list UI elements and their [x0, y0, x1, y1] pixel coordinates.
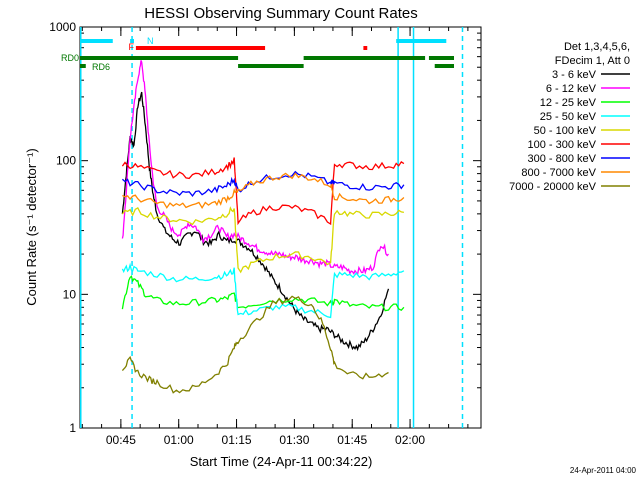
legend-entry-label: 3 - 6 keV: [552, 69, 597, 81]
legend-entry-label: 12 - 25 keV: [540, 97, 597, 109]
chart-title: HESSI Observing Summary Count Rates: [144, 5, 417, 22]
legend-header-line-2: FDecim 1, Att 0: [555, 55, 630, 67]
plot-frame: [79, 26, 482, 429]
y-tick-label: 100: [56, 154, 76, 168]
legend-entry-label: 300 - 800 keV: [528, 153, 597, 165]
x-tick-label: 01:15: [222, 433, 252, 447]
x-axis-label: Start Time (24-Apr-11 00:34:22): [190, 454, 373, 469]
y-tick-label: 1: [69, 421, 76, 435]
indicator-label-rd0: RD0: [61, 53, 79, 63]
x-tick-label: 00:45: [106, 433, 136, 447]
series-line-50-100keV: [121, 206, 405, 274]
series-line-7000-20000keV: [121, 295, 389, 394]
generation-timestamp: 24-Apr-2011 04:00: [570, 466, 637, 475]
series-line-6-12keV: [121, 60, 389, 276]
series-line-800-7000keV: [122, 172, 405, 209]
y-tick-label: 1000: [49, 20, 76, 34]
legend-header-line-1: Det 1,3,4,5,6,: [564, 41, 630, 53]
series-group: [121, 60, 405, 394]
mode-lines-group: [80, 27, 464, 428]
series-line-12-25keV: [121, 275, 405, 312]
series-line-25-50keV: [121, 262, 405, 319]
indicator-label-rd6: RD6: [92, 62, 110, 72]
indicator-label-n: N: [147, 36, 154, 46]
y-axis-label: Count Rate (s⁻¹ detector⁻¹): [24, 148, 39, 306]
x-tick-label: 02:00: [395, 433, 425, 447]
legend-entry-label: 6 - 12 keV: [546, 83, 597, 95]
series-line-100-300keV: [121, 157, 405, 226]
series-line-3-6keV: [121, 91, 390, 352]
legend-entry-label: 25 - 50 keV: [540, 111, 597, 123]
x-tick-label: 01:30: [279, 433, 309, 447]
indicator-label-f: F: [129, 42, 135, 52]
legend-entry-label: 100 - 300 keV: [528, 139, 597, 151]
x-tick-label: 01:45: [337, 433, 367, 447]
x-tick-label: 01:00: [164, 433, 194, 447]
tick-group: 1 10 100 1000 00:45 01:00 01:15 01:30 01:45 02:00: [49, 20, 481, 447]
legend-entry-label: 800 - 7000 keV: [521, 167, 596, 179]
legend-entry-label: 50 - 100 keV: [534, 125, 597, 137]
indicator-group: N F RD0 RD6: [61, 36, 455, 72]
y-tick-label: 10: [63, 287, 77, 301]
legend-group: 3 - 6 keV 6 - 12 keV 12 - 25 keV 25 - 50 ke…: [509, 69, 630, 193]
legend-entry-label: 7000 - 20000 keV: [509, 181, 597, 193]
series-line-300-800keV: [121, 170, 405, 197]
